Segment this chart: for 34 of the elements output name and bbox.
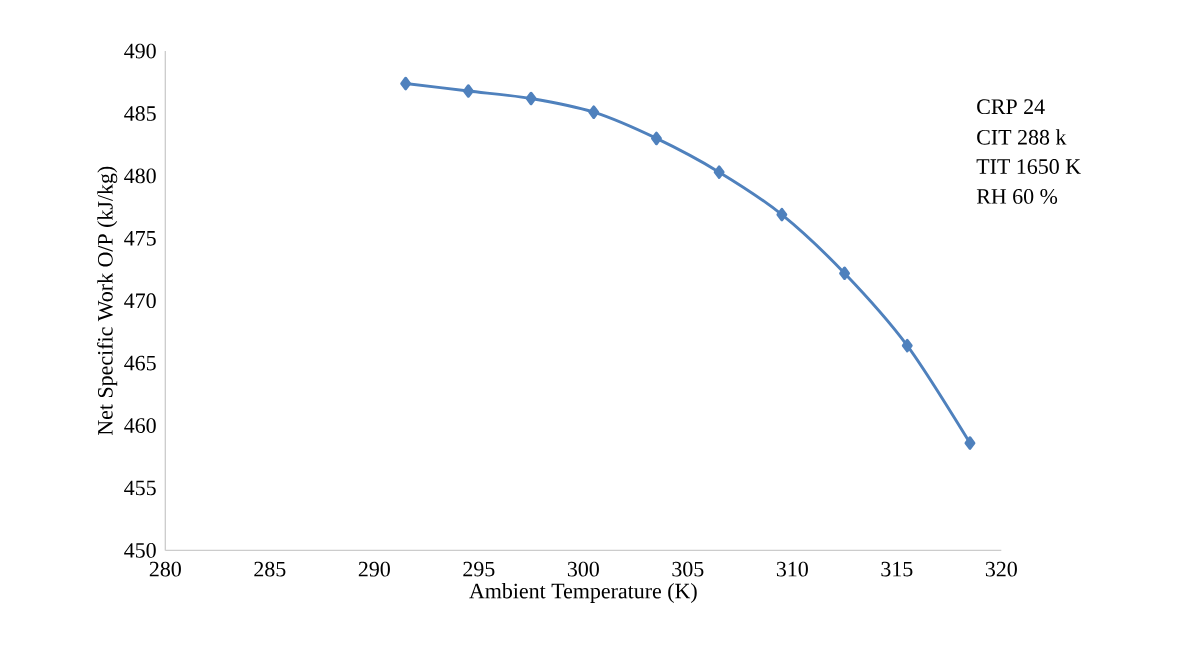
y-tick-label: 470 <box>124 293 156 309</box>
y-tick-label: 485 <box>124 106 156 122</box>
x-tick-label: 295 <box>463 561 495 577</box>
y-tick-label: 460 <box>124 418 156 434</box>
annotation: TIT 1650 K <box>976 159 1081 175</box>
point <box>713 165 725 180</box>
x-tick-label: 310 <box>776 561 808 577</box>
point <box>776 208 788 222</box>
y-tick-label: 465 <box>124 355 156 371</box>
x-tick-label: 320 <box>985 561 1017 577</box>
point <box>525 91 537 106</box>
y-tick-label: 455 <box>124 480 156 496</box>
x-axis-title: Ambient Temperature (K) <box>469 583 697 604</box>
annotation: RH 60 % <box>976 189 1058 205</box>
annotation: CRP 24 <box>977 99 1045 115</box>
y-tick-label: 490 <box>124 43 156 59</box>
x-tick-label: 300 <box>567 561 599 577</box>
x-tick-label: 285 <box>254 561 286 577</box>
x-tick-label: 305 <box>672 561 704 577</box>
point <box>588 105 600 120</box>
x-tick-label: 280 <box>149 561 181 577</box>
y-tick-label: 450 <box>124 543 156 559</box>
point <box>462 84 474 99</box>
point <box>400 76 412 91</box>
y-tick-label: 475 <box>124 231 156 246</box>
y-axis-title: Net Specific Work O/P (kJ/kg) <box>97 166 118 436</box>
x-tick-label: 315 <box>881 561 913 577</box>
point <box>839 266 850 281</box>
x-tick-label: 290 <box>358 561 390 577</box>
y-tick-label: 480 <box>124 168 156 184</box>
point <box>651 131 662 146</box>
point <box>964 436 976 451</box>
annotation: CIT 288 k <box>977 129 1067 145</box>
point <box>901 339 913 353</box>
